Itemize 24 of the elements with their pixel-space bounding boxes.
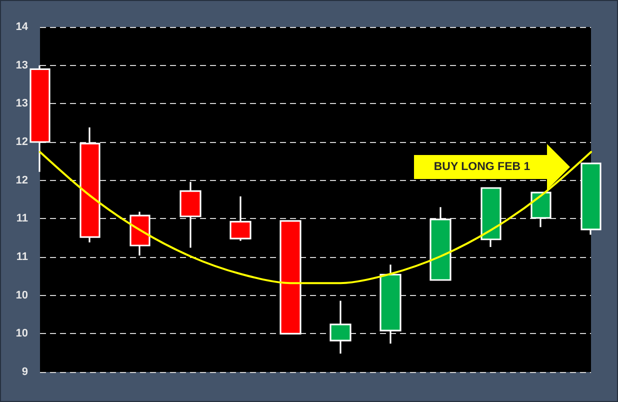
y-tick-label: 13 [16,59,28,72]
candlestick [380,264,402,344]
y-tick-label: 12 [16,174,28,186]
candlestick [280,220,302,334]
candlestick [30,64,50,173]
annotation: BUY LONG FEB 1 [434,161,531,173]
y-tick-label: 10 [16,328,28,340]
line-series [39,150,592,284]
y-tick-label: 13 [16,98,28,110]
candlestick [480,187,502,248]
candlestick [530,192,552,228]
candlestick [430,206,452,281]
candlestick [230,196,252,242]
y-tick-label: 11 [16,251,28,263]
candlestick [80,126,100,244]
y-tick-label: 12 [16,136,28,148]
y-tick-label: 14 [16,21,29,33]
candlestick [580,162,602,236]
candlestick [130,210,150,256]
candlestick [180,181,202,249]
y-tick-label: 9 [22,366,28,378]
candlestick [330,300,352,354]
y-tick-label: 11 [16,212,28,225]
y-tick-label: 10 [16,289,28,302]
